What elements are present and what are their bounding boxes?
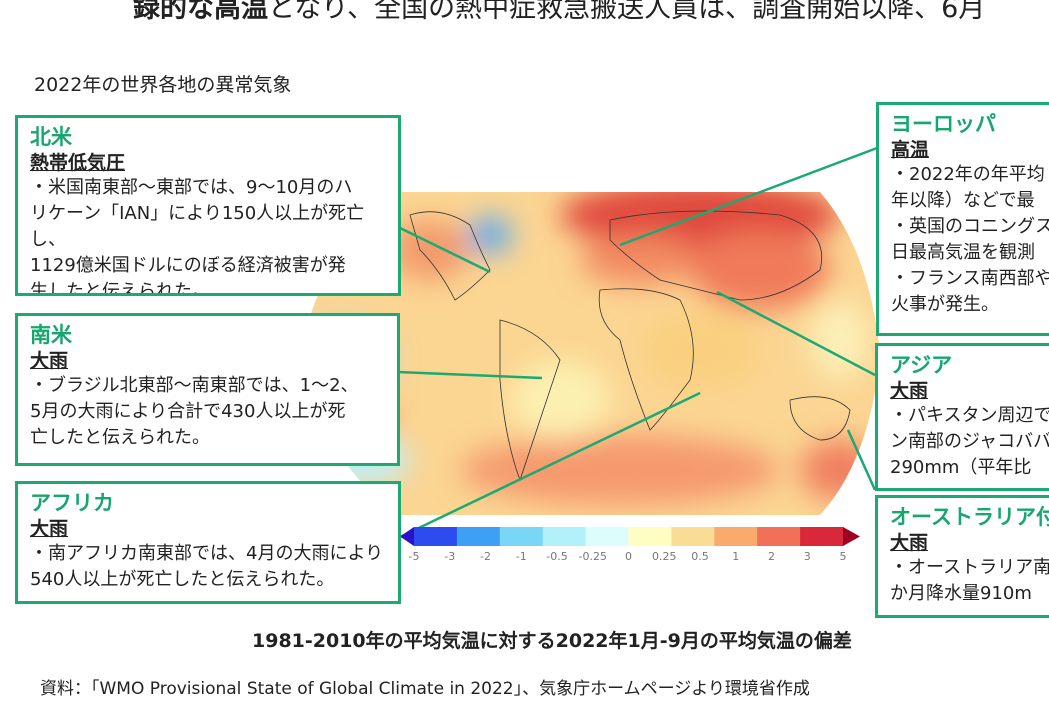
region-label: アジア — [890, 353, 953, 377]
colorbar-segment — [414, 527, 458, 546]
colorbar-segment — [757, 527, 801, 546]
region-label: ヨーロッパ — [891, 112, 996, 136]
colorbar-tick-label: -2 — [480, 550, 491, 563]
colorbar-segment — [671, 527, 715, 546]
leader-asia — [716, 290, 876, 377]
event-label: 高温 — [891, 139, 930, 161]
colorbar-tick-label: 3 — [803, 550, 811, 563]
coastlines — [409, 210, 851, 482]
figure-title: 2022年の世界各地の異常気象 — [34, 74, 292, 96]
colorbar-segment — [714, 527, 758, 546]
callout-asia: アジア 大雨 ・パキスタン周辺での ン南部のジャコババ 290mm（平年比 — [875, 343, 1049, 491]
event-label: 大雨 — [890, 532, 929, 554]
colorbar-tick-label: 5 — [839, 550, 847, 563]
colorbar-segment — [800, 527, 844, 546]
colorbar-segment — [400, 527, 414, 546]
event-description: ・2022年の年平均 年以降）などで最 ・英国のコニングスビ 日最高気温を観測 … — [891, 164, 1049, 315]
region-label: アフリカ — [30, 491, 114, 515]
leader-lines — [397, 146, 878, 539]
event-label: 熱帯低気圧 — [30, 152, 126, 174]
colorbar-segment — [628, 527, 672, 546]
colorbar-segment — [456, 527, 501, 546]
colorbar-segment — [843, 527, 860, 546]
colorbar — [400, 527, 860, 546]
colorbar-tick-label: 0.5 — [691, 550, 709, 563]
event-label: 大雨 — [30, 518, 69, 540]
colorbar-segment — [542, 527, 587, 546]
leader-north-america — [399, 226, 491, 274]
region-label: 北米 — [30, 125, 72, 149]
colorbar-tick-label: -0.25 — [578, 550, 607, 563]
event-description: ・パキスタン周辺での ン南部のジャコババ 290mm（平年比 — [890, 405, 1049, 478]
event-label: 大雨 — [30, 350, 69, 372]
leader-europe — [619, 146, 878, 247]
colorbar-tick-label: -0.5 — [546, 550, 568, 563]
leader-south-america — [397, 370, 543, 380]
event-description: ・米国南東部～東部では、9～10月のハ リケーン「IAN」により150人以上が死… — [30, 177, 365, 296]
region-label: 南米 — [30, 323, 72, 347]
colorbar-tick-label: -1 — [515, 550, 527, 563]
colorbar-tick-label: -5 — [408, 550, 420, 563]
callout-north-america: 北米 熱帯低気圧 ・米国南東部～東部では、9～10月のハ リケーン「IAN」によ… — [15, 115, 401, 296]
map-caption: 1981-2010年の平均気温に対する2022年1月-9月の平均気温の偏差 — [252, 630, 852, 652]
leader-africa — [399, 391, 701, 539]
colorbar-segment — [499, 527, 544, 546]
colorbar-tick-label: 1 — [732, 550, 740, 563]
callout-europe: ヨーロッパ 高温 ・2022年の年平均 年以降）などで最 ・英国のコニングスビ … — [876, 102, 1049, 336]
bold-text: 録的な高温 — [133, 0, 268, 24]
colorbar-segment — [585, 527, 629, 546]
body-text: となり、全国の熱中症救急搬送人員は、調査開始以降、6月 — [268, 0, 986, 24]
event-label: 大雨 — [890, 380, 929, 402]
truncated-body-text: 録的な高温となり、全国の熱中症救急搬送人員は、調査開始以降、6月 — [133, 0, 985, 25]
colorbar-tick-label: 0 — [625, 550, 632, 563]
event-description: ・南アフリカ南東部では、4月の大雨により 540人以上が死亡したと伝えられた。 — [30, 543, 384, 590]
leader-australia — [846, 429, 877, 491]
region-label: オーストラリア付近 — [890, 505, 1049, 529]
event-description: ・オーストラリア南東 か月降水量910m — [890, 557, 1049, 604]
event-description: ・ブラジル北東部～南東部では、1～2、 5月の大雨により合計で430人以上が死 … — [30, 375, 359, 448]
callout-australia: オーストラリア付近 大雨 ・オーストラリア南東 か月降水量910m — [875, 495, 1049, 618]
callout-africa: アフリカ 大雨 ・南アフリカ南東部では、4月の大雨により 540人以上が死亡した… — [15, 481, 401, 604]
colorbar-tick-label: 2 — [768, 550, 775, 563]
colorbar-tick-label: -3 — [444, 550, 456, 563]
callout-south-america: 南米 大雨 ・ブラジル北東部～南東部では、1～2、 5月の大雨により合計で430… — [15, 313, 400, 466]
colorbar-tick-label: 0.25 — [652, 550, 677, 563]
source-note: 資料：「WMO Provisional State of Global Clim… — [40, 679, 810, 699]
